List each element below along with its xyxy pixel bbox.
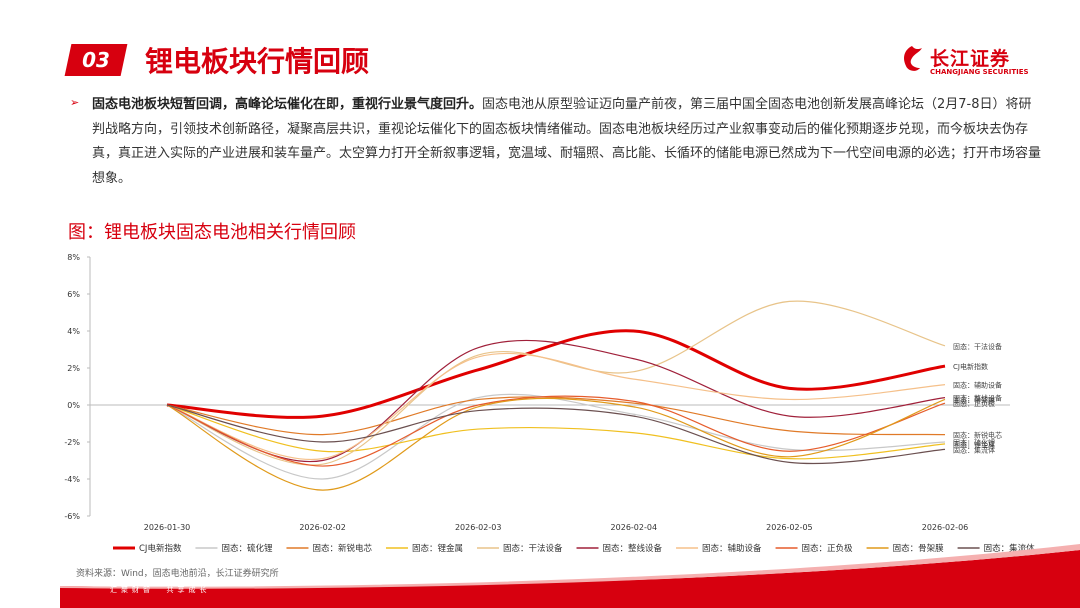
series-line [166,339,946,463]
paragraph: 固态电池板块短暂回调，高峰论坛催化在即，重视行业景气度回升。固态电池从原型验证迈… [92,93,1042,191]
legend-label: 固态：集流体 [984,543,1036,554]
footer-slogan: 汇聚财智 共享成长 [110,585,210,595]
series-line [166,395,946,467]
end-label: 固态：辅助设备 [953,381,1002,390]
legend-label: 固态：辅助设备 [702,543,762,554]
y-tick-label: 8% [67,253,80,262]
footer-band [60,544,1080,608]
slide-title: 锂电板块行情回顾 [145,45,370,78]
x-tick-label: 2026-01-30 [144,523,191,532]
slogan-left: 汇聚财智 [110,586,154,594]
series-line [166,329,946,419]
end-label: 固态：正负极 [953,399,995,408]
y-tick-label: 4% [67,327,80,336]
logo-en: CHANGJIANG SECURITIES [930,68,1029,76]
end-label: 固态：骨架膜 [953,395,995,404]
legend-label: 固态：正负极 [802,543,854,554]
chart: -6% -4% -2% 0% 2% 4% 6% 8% 2026-01-30 2026-02-02 2… [64,253,1036,554]
end-label: CJ电新指数 [953,362,988,371]
end-label: 固态：整线设备 [953,394,1002,403]
chart-title: 图：锂电板块固态电池相关行情回顾 [68,222,356,243]
legend-label: 固态：锂金属 [412,543,463,554]
x-tick-label: 2026-02-05 [766,523,813,532]
legend-label: CJ电新指数 [139,543,182,554]
logo-icon [904,46,922,71]
series-line [166,404,946,460]
slogan-right: 共享成长 [166,586,211,594]
y-tick-label: -2% [64,438,80,447]
bullet-icon: ➢ [70,96,80,109]
x-tick-label: 2026-02-03 [455,523,502,532]
legend-label: 固态：整线设备 [603,543,663,554]
body: 固态电池从原型验证迈向量产前夜，第三届中国全固态电池创新发展高峰论坛（2月7-8… [92,97,1042,186]
x-tick-label: 2026-02-02 [299,523,346,532]
y-tick-label: 0% [67,401,80,410]
lead: 固态电池板块短暂回调，高峰论坛催化在即，重视行业景气度回升。 [92,97,483,112]
legend-label: 固态：干法设备 [503,543,563,554]
y-tick-label: -6% [64,512,80,521]
x-tick-label: 2026-02-06 [922,523,969,532]
legend-label: 固态：硫化锂 [221,543,273,554]
source: 资料来源：Wind，固态电池前沿，长江证券研究所 [76,569,279,579]
y-tick-label: 2% [67,364,80,373]
section-number: 03 [82,48,110,72]
series-line [166,352,946,461]
legend-label: 固态：新锐电芯 [312,543,372,554]
end-label: 固态：干法设备 [953,342,1002,351]
series-line [166,404,946,465]
end-label: 固态：新锐电芯 [953,431,1002,440]
series-line [166,397,946,491]
end-label: 固态：锂金属 [953,440,995,449]
end-label: 固态：硫化锂 [953,438,995,447]
series-line [166,396,946,436]
end-label: 固态：集流体 [953,445,995,454]
y-tick-label: 6% [67,290,80,299]
logo-text: 长江证券 [930,48,1011,70]
y-tick-label: -4% [64,475,80,484]
x-tick-label: 2026-02-04 [611,523,658,532]
series-line [166,393,946,480]
series-line [166,300,946,466]
legend-label: 固态：骨架膜 [893,543,945,554]
